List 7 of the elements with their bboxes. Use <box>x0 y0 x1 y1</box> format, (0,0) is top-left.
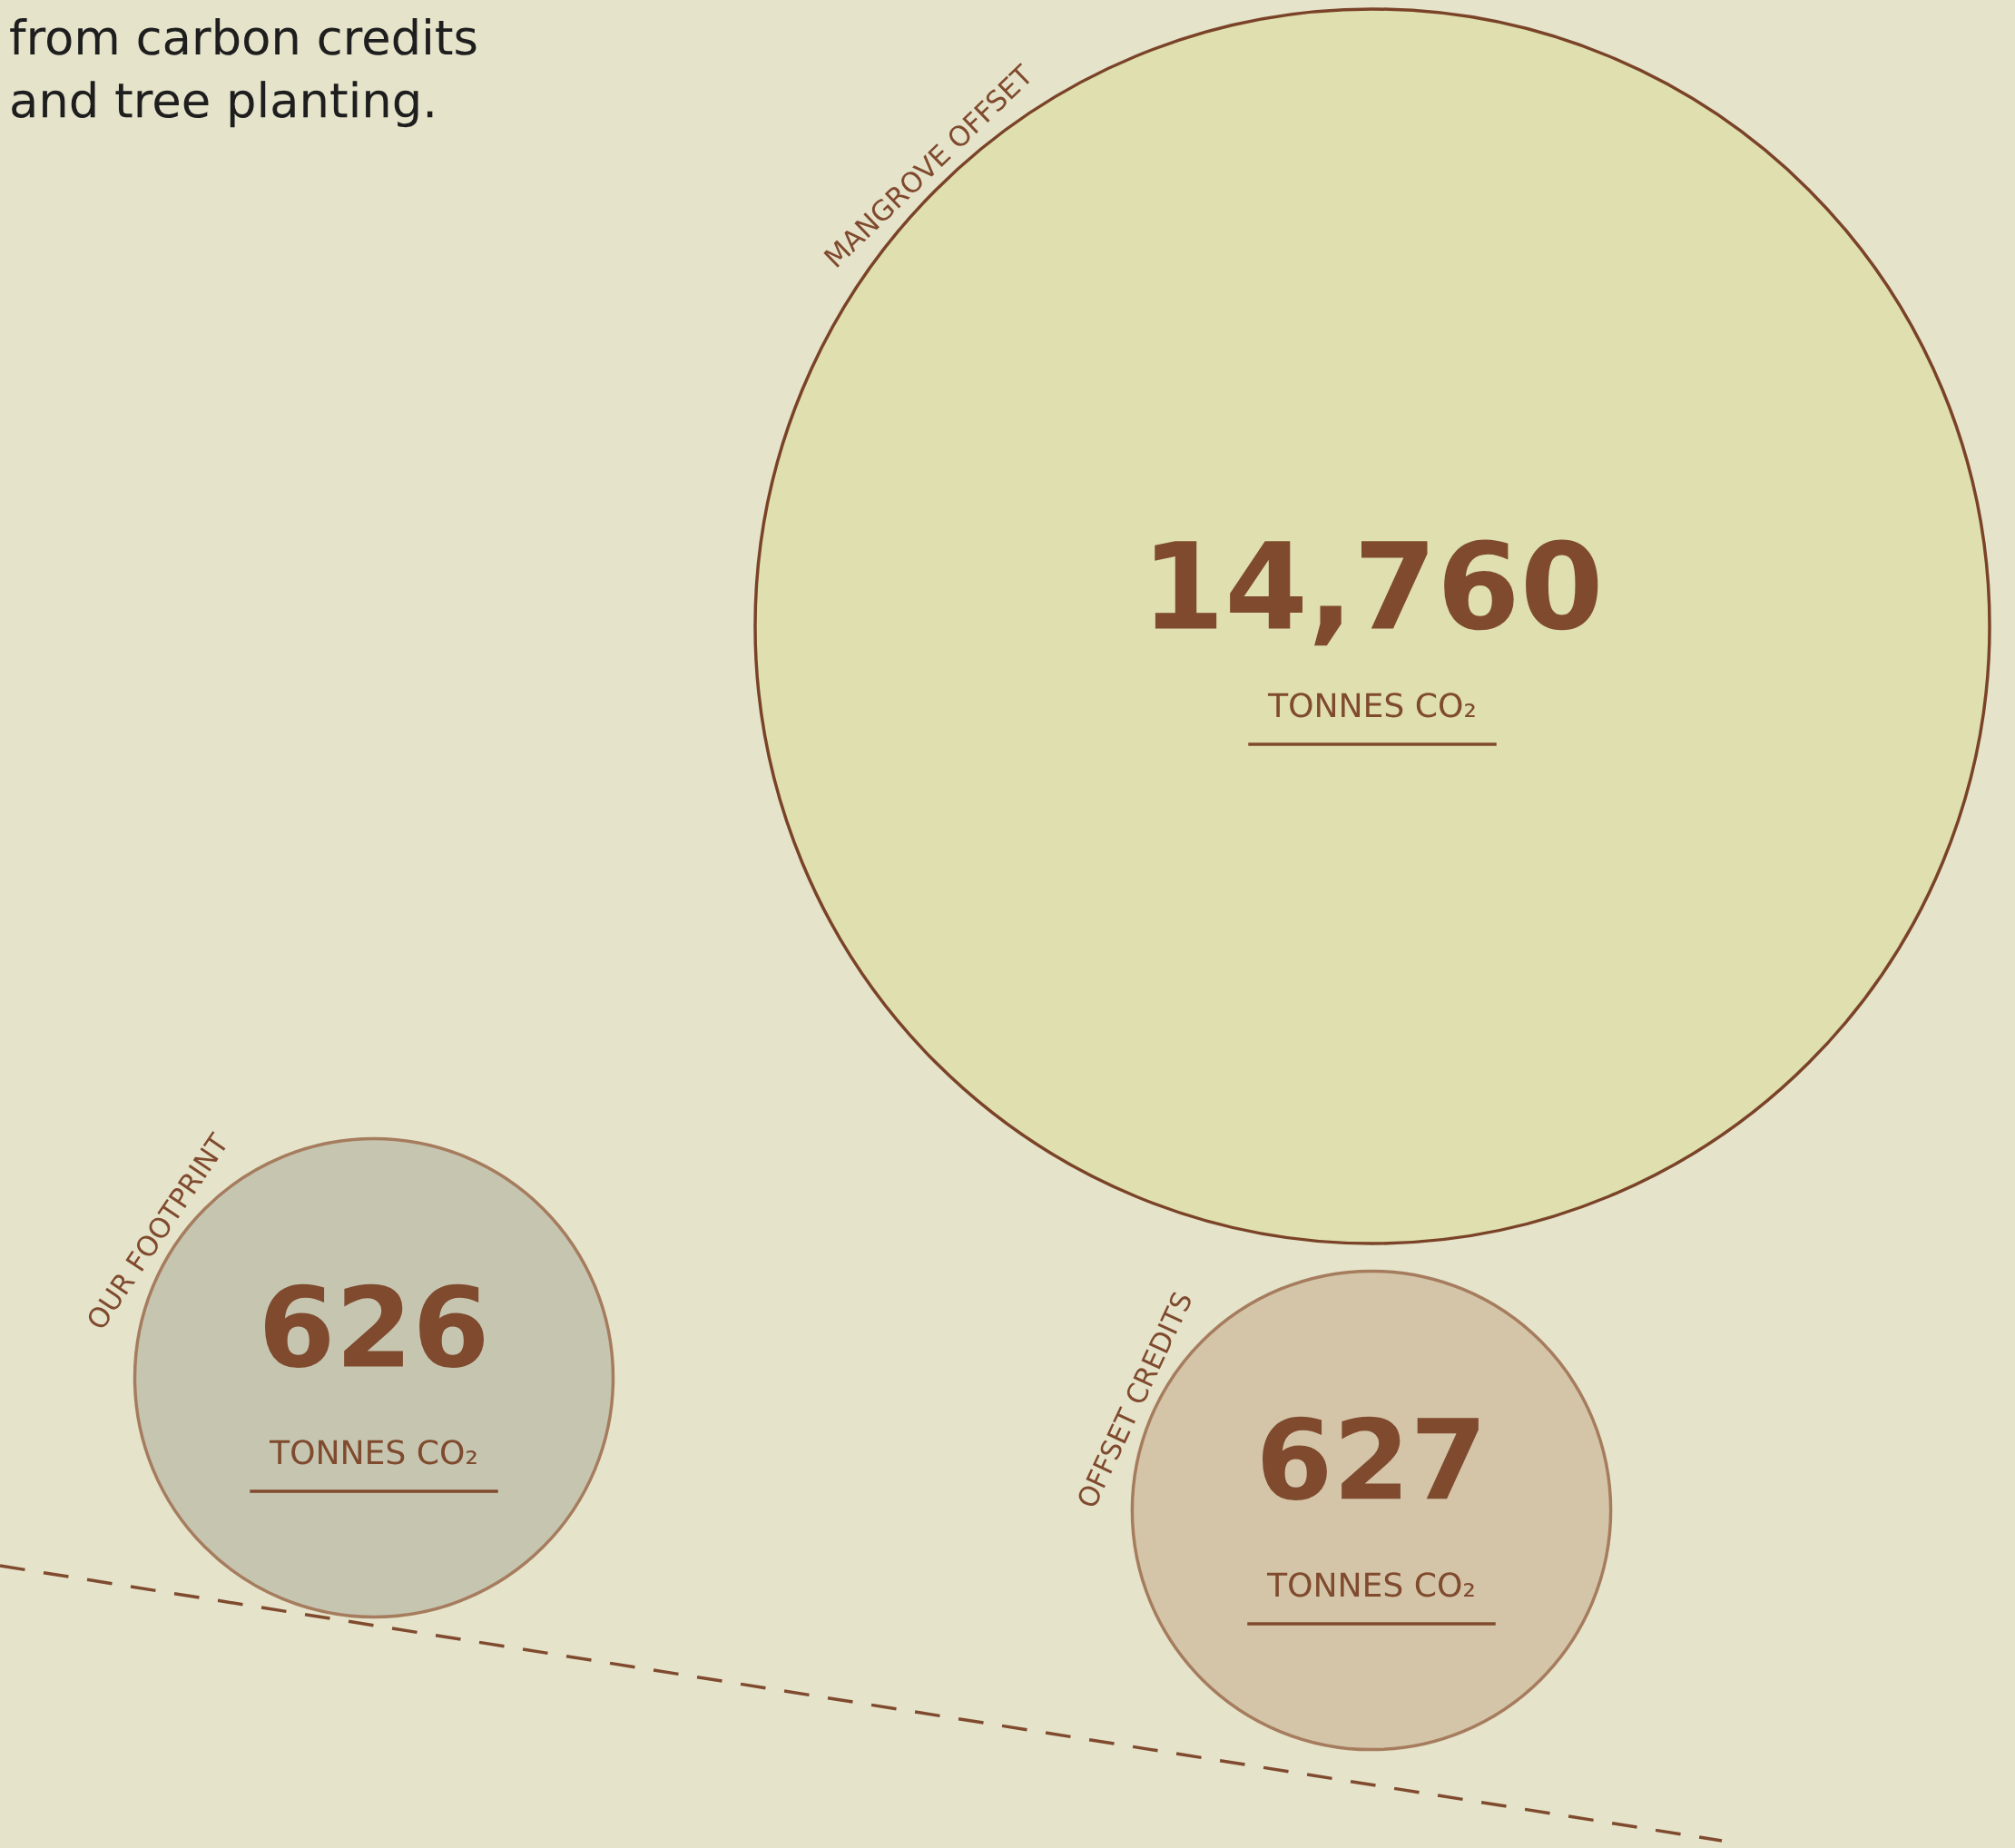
text: TONNES CO₂ <box>269 1440 477 1465</box>
text: TONNES CO₂ <box>1267 693 1475 718</box>
data-label: 626 <box>265 1283 484 1369</box>
data-label: 627 <box>1263 1416 1479 1501</box>
text: from carbon credits and tree planting. <box>10 18 477 128</box>
text: TONNES CO₂ <box>1266 1572 1474 1597</box>
data-label: 14,760 <box>1155 539 1598 646</box>
